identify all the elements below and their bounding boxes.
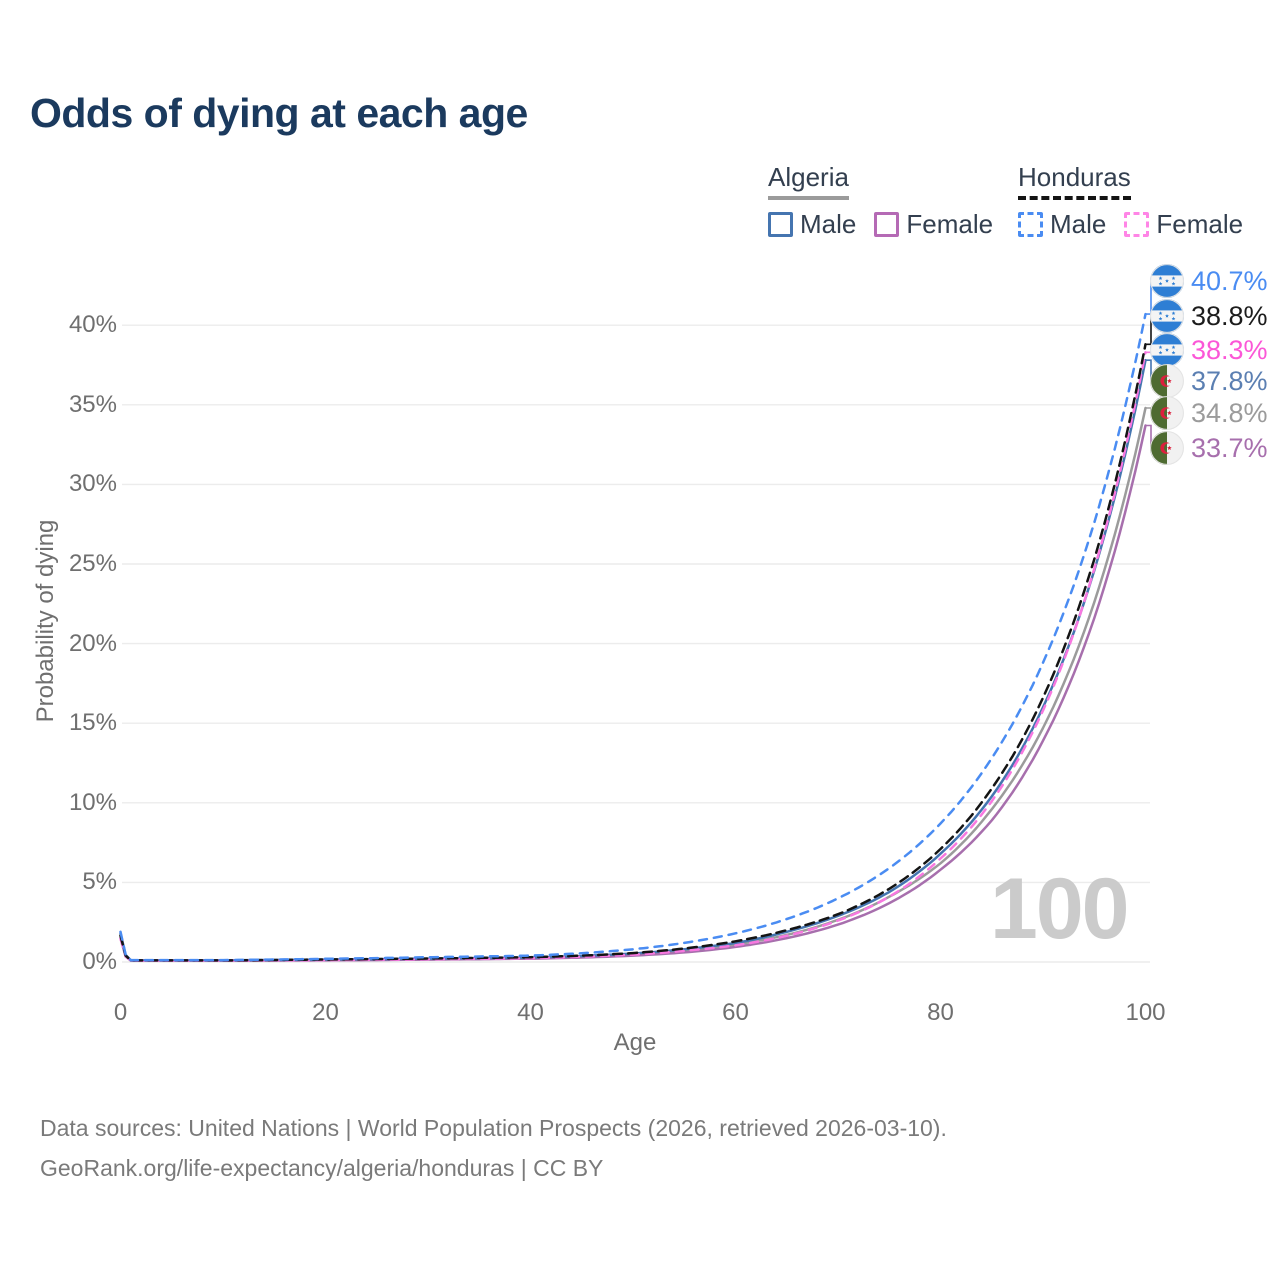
- end-label-algeria-male: 37.8%: [1150, 364, 1268, 398]
- age-watermark: 100: [990, 861, 1129, 957]
- end-label-honduras-both-sexes: 38.8%: [1150, 299, 1268, 333]
- data-source-line: Data sources: United Nations | World Pop…: [40, 1115, 947, 1141]
- honduras-flag-icon: [1150, 264, 1184, 298]
- algeria-flag-icon: [1150, 364, 1184, 398]
- algeria-female-swatch-icon: [874, 212, 900, 237]
- legend-country-honduras[interactable]: Honduras: [1018, 162, 1131, 200]
- end-label-value: 38.8%: [1191, 300, 1268, 331]
- x-tick-label: 80: [927, 999, 954, 1026]
- end-label-value: 40.7%: [1191, 265, 1268, 296]
- y-tick-label: 35%: [68, 390, 117, 418]
- y-tick-label: 30%: [68, 470, 117, 498]
- y-tick-label: 15%: [68, 709, 117, 737]
- legend-label: Female: [1156, 209, 1244, 239]
- honduras-female-swatch-icon: [1124, 212, 1150, 237]
- y-tick-label: 10%: [68, 788, 117, 816]
- algeria-male-swatch-icon: [768, 212, 793, 237]
- y-tick-label: 20%: [68, 629, 117, 657]
- legend-group-honduras: Honduras Male Female: [1018, 162, 1261, 240]
- footer: Data sources: United Nations | World Pop…: [40, 1108, 947, 1188]
- legend-label: Female: [906, 209, 994, 239]
- end-label-honduras-male: 40.7%: [1150, 264, 1268, 298]
- end-label-value: 38.3%: [1191, 334, 1268, 365]
- legend-item-honduras-female[interactable]: Female: [1124, 209, 1243, 240]
- legend-item-honduras-male[interactable]: Male: [1018, 209, 1106, 240]
- y-tick-label: 40%: [68, 311, 117, 339]
- x-tick-label: 100: [1125, 999, 1166, 1026]
- algeria-flag-icon: [1150, 431, 1184, 465]
- legend-item-algeria-female[interactable]: Female: [874, 209, 993, 240]
- algeria-flag-icon: [1150, 396, 1184, 430]
- x-tick-label: 0: [113, 999, 128, 1026]
- y-tick-label: 5%: [82, 868, 117, 896]
- page-title: Odds of dying at each age: [30, 90, 528, 136]
- gridlines: [122, 324, 1150, 963]
- x-tick-label: 40: [517, 999, 544, 1026]
- legend-group-algeria: Algeria Male Female: [768, 162, 1011, 240]
- legend-label: Male: [1050, 209, 1107, 239]
- honduras-flag-icon: [1150, 299, 1184, 333]
- end-label-algeria-both-sexes: 34.8%: [1150, 396, 1268, 430]
- series-line-honduras-both-sexes: [119, 343, 1147, 962]
- honduras-male-swatch-icon: [1018, 212, 1043, 237]
- end-label-algeria-female: 33.7%: [1150, 431, 1268, 465]
- legend-label: Male: [800, 209, 857, 239]
- x-axis-title: Age: [613, 1029, 657, 1056]
- y-axis-title: Probability of dying: [32, 519, 59, 723]
- end-label-value: 37.8%: [1191, 365, 1268, 396]
- x-tick-label: 60: [722, 999, 749, 1026]
- series-line-honduras-male: [119, 312, 1147, 962]
- legend-item-algeria-male[interactable]: Male: [768, 209, 856, 240]
- honduras-flag-icon: [1150, 333, 1184, 367]
- end-label-value: 33.7%: [1191, 432, 1268, 463]
- y-tick-label: 25%: [68, 550, 117, 577]
- end-label-honduras-female: 38.3%: [1150, 333, 1268, 367]
- x-tick-label: 20: [312, 999, 339, 1026]
- legend-country-algeria[interactable]: Algeria: [768, 162, 849, 200]
- y-tick-label: 0%: [82, 948, 117, 975]
- end-label-value: 34.8%: [1191, 397, 1268, 428]
- attribution-line: GeoRank.org/life-expectancy/algeria/hond…: [40, 1155, 604, 1181]
